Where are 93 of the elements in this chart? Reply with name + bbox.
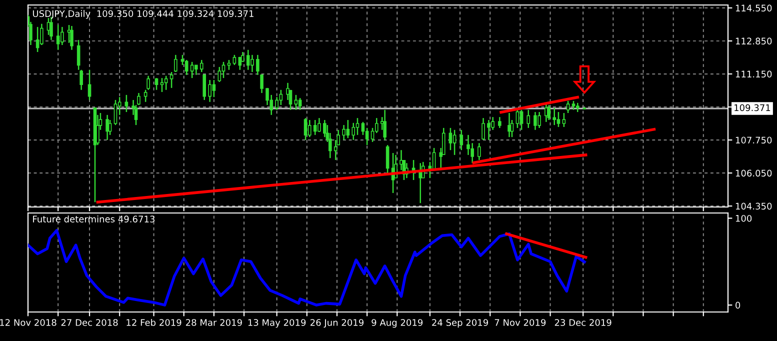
chart-title: Future determines 49.6713 xyxy=(33,215,155,222)
candlestick xyxy=(552,107,556,126)
candlestick xyxy=(88,69,92,101)
x-tick-label: 12 Nov 2018 xyxy=(0,319,56,326)
candlestick xyxy=(478,142,481,161)
candlestick xyxy=(487,119,490,141)
text: USDJPY,Daily 109.350 109.444 109.324 109.371 xyxy=(32,10,254,19)
y-tick-label: 111.150 xyxy=(736,70,772,78)
candlestick xyxy=(356,117,360,136)
candlestick xyxy=(232,54,236,66)
candlestick xyxy=(452,129,456,156)
x-tick-label: 27 Dec 2018 xyxy=(61,319,118,326)
candlestick xyxy=(323,119,326,138)
candlestick xyxy=(137,92,140,106)
candlestick xyxy=(80,69,83,91)
candlestick xyxy=(460,129,464,151)
candlestick xyxy=(146,75,150,91)
candlestick xyxy=(170,71,174,89)
candlestick xyxy=(482,117,485,141)
candlestick xyxy=(218,66,222,83)
x-tick-label: 9 Aug 2019 xyxy=(372,319,423,328)
x-tick-label: 26 Jun 2019 xyxy=(310,319,364,328)
candlestick xyxy=(164,75,168,91)
candlestick xyxy=(279,89,283,106)
candlestick xyxy=(154,77,158,91)
candlestick xyxy=(134,104,138,126)
candlestick xyxy=(124,94,128,113)
candlestick xyxy=(70,25,74,50)
candlestick xyxy=(566,100,570,114)
candlestick xyxy=(365,127,369,146)
candlestick xyxy=(308,119,312,138)
candlestick xyxy=(547,104,551,121)
y-tick-label: 112.850 xyxy=(736,38,772,44)
candlestick xyxy=(520,109,524,131)
candlestick xyxy=(76,39,80,70)
candlestick xyxy=(534,111,537,131)
y-tick-label: 107.750 xyxy=(736,136,772,144)
candlestick xyxy=(60,26,64,46)
candlestick xyxy=(383,109,386,141)
candlestick xyxy=(190,61,194,79)
candlestick xyxy=(318,117,321,133)
candlestick xyxy=(114,99,118,126)
candlestick xyxy=(294,94,298,111)
candlestick xyxy=(241,51,244,63)
candlestick xyxy=(40,23,44,46)
x-tick-label: 7 Nov 2019 xyxy=(494,319,546,326)
candlestick xyxy=(202,74,206,101)
y-tick-label: 106.050 xyxy=(736,170,772,177)
candlestick xyxy=(144,89,148,103)
y-tick-label: 114.550 xyxy=(736,4,772,12)
x-tick-label: 24 Sep 2019 xyxy=(432,319,488,328)
y-tick-label: 100 xyxy=(736,214,752,222)
candlestick xyxy=(544,102,548,123)
candlestick xyxy=(250,54,254,73)
candlestick xyxy=(56,24,60,50)
x-tick-label: 28 Mar 2019 xyxy=(186,319,242,326)
candlestick xyxy=(286,82,290,101)
candlestick xyxy=(448,127,452,151)
ref-line-label: 109.371 xyxy=(734,104,770,112)
candlestick xyxy=(556,111,560,128)
candlestick xyxy=(313,119,317,136)
candlestick xyxy=(212,79,216,98)
candlestick xyxy=(222,61,226,79)
candlestick xyxy=(275,96,278,111)
candlestick xyxy=(200,59,204,73)
x-tick-label: 13 May 2019 xyxy=(248,319,306,328)
candlestick xyxy=(194,64,198,76)
candlestick xyxy=(562,112,566,128)
candlestick xyxy=(342,124,346,141)
candlestick xyxy=(526,109,530,129)
candlestick xyxy=(184,59,188,76)
line-series xyxy=(28,228,586,306)
x-tick-label: 12 Feb 2019 xyxy=(126,318,182,326)
candlestick xyxy=(106,114,109,141)
candlestick xyxy=(208,79,212,103)
candlestick xyxy=(298,97,302,111)
candlestick xyxy=(304,117,308,141)
candlestick xyxy=(370,127,374,143)
candlestick xyxy=(576,102,580,113)
candlestick xyxy=(246,49,250,70)
candlestick xyxy=(538,111,541,129)
candlestick xyxy=(352,122,356,141)
y-tick-label: 104.350 xyxy=(736,202,772,210)
candlestick xyxy=(108,119,112,136)
candlestick xyxy=(508,112,511,138)
x-tick-label: 23 Dec 2019 xyxy=(554,319,612,326)
candlestick xyxy=(36,26,40,53)
candlestick xyxy=(346,119,350,139)
candlestick xyxy=(361,121,365,136)
y-tick-label: 0 xyxy=(736,302,740,309)
candlestick xyxy=(174,54,178,73)
candlestick xyxy=(498,116,502,129)
candlestick xyxy=(400,149,403,171)
